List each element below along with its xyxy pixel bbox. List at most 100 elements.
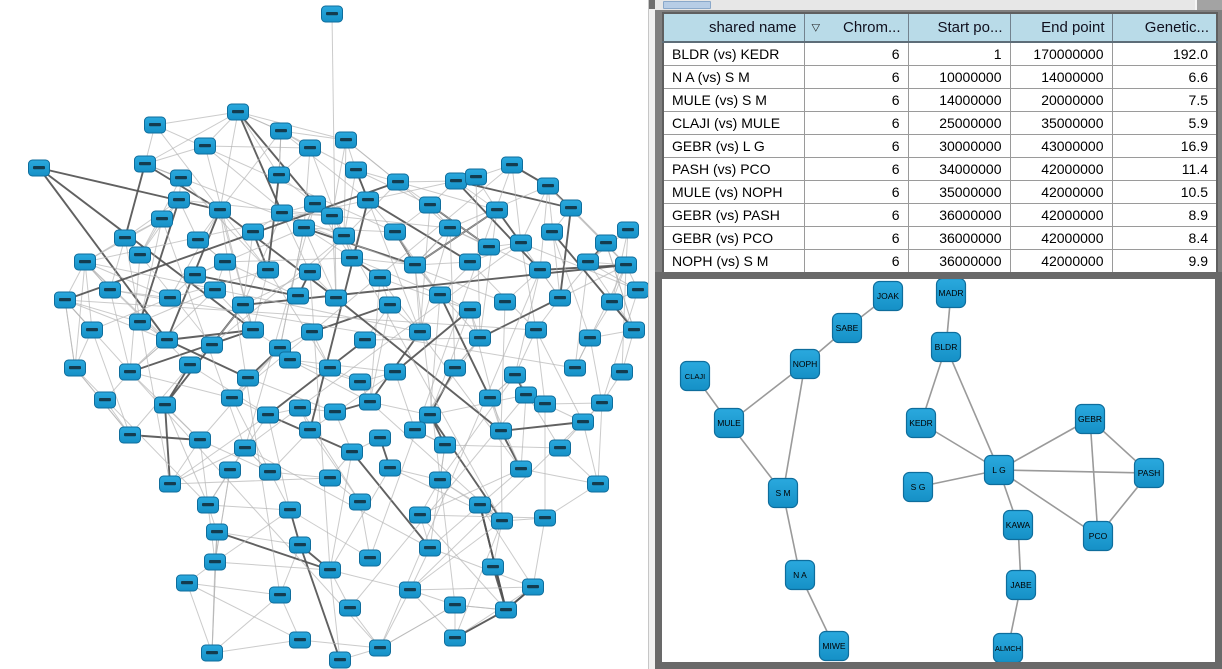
network-node[interactable]: [325, 289, 347, 307]
network-node[interactable]: [486, 201, 508, 219]
network-node[interactable]: [591, 394, 613, 412]
table-cell-genetic[interactable]: 11.4: [1111, 157, 1218, 181]
network-node[interactable]: [359, 393, 381, 411]
network-node[interactable]: [409, 506, 431, 524]
network-node[interactable]: [429, 471, 451, 489]
network-node[interactable]: [234, 439, 256, 457]
network-node[interactable]: [54, 291, 76, 309]
table-row[interactable]: BLDR (vs) KEDR 6 1 170000000 192.0: [662, 41, 1218, 66]
network-node[interactable]: [341, 443, 363, 461]
network-node[interactable]: [333, 227, 355, 245]
table-row[interactable]: CLAJI (vs) MULE 6 25000000 35000000 5.9: [662, 111, 1218, 135]
network-node[interactable]: [379, 459, 401, 477]
network-node[interactable]: [299, 139, 321, 157]
network-node[interactable]: [319, 561, 341, 579]
network-node[interactable]: [494, 293, 516, 311]
network-node[interactable]: [293, 219, 315, 237]
network-node[interactable]: [459, 301, 481, 319]
network-node[interactable]: [525, 321, 547, 339]
network-node[interactable]: [287, 287, 309, 305]
column-header-end_point[interactable]: End point: [1009, 12, 1113, 43]
network-node[interactable]: [534, 509, 556, 527]
table-cell-shared_name[interactable]: PASH (vs) PCO: [662, 157, 805, 181]
network-node[interactable]: [321, 207, 343, 225]
network-node[interactable]: [465, 168, 487, 186]
network-node-SABE[interactable]: SABE: [831, 312, 863, 344]
network-node-NA[interactable]: N A: [784, 559, 816, 591]
network-node[interactable]: [541, 223, 563, 241]
table-cell-chromosome[interactable]: 6: [803, 65, 909, 89]
network-node-BLDR[interactable]: BLDR: [930, 331, 962, 363]
table-row[interactable]: MULE (vs) S M 6 14000000 20000000 7.5: [662, 88, 1218, 112]
sub-network-canvas[interactable]: JOAK MADR SABE BLDR NOPH CLAJI MULE KEDR GEBR L G…: [662, 279, 1215, 662]
network-node[interactable]: [627, 281, 649, 299]
network-node[interactable]: [271, 204, 293, 222]
network-node[interactable]: [301, 323, 323, 341]
network-node-LG[interactable]: L G: [983, 454, 1015, 486]
table-cell-end_point[interactable]: 14000000: [1009, 65, 1113, 89]
network-node[interactable]: [349, 373, 371, 391]
network-node[interactable]: [99, 281, 121, 299]
table-cell-chromosome[interactable]: 6: [803, 88, 909, 112]
network-node[interactable]: [74, 253, 96, 271]
table-cell-genetic[interactable]: 6.6: [1111, 65, 1218, 89]
table-cell-end_point[interactable]: 42000000: [1009, 157, 1113, 181]
network-node[interactable]: [119, 426, 141, 444]
network-node[interactable]: [549, 439, 571, 457]
network-node[interactable]: [354, 331, 376, 349]
network-node[interactable]: [201, 336, 223, 354]
table-cell-genetic[interactable]: 5.9: [1111, 111, 1218, 135]
network-node[interactable]: [564, 359, 586, 377]
table-cell-genetic[interactable]: 8.4: [1111, 226, 1218, 250]
network-node[interactable]: [324, 403, 346, 421]
network-node-MIWE[interactable]: MIWE: [818, 630, 850, 662]
network-node[interactable]: [384, 363, 406, 381]
network-node[interactable]: [114, 229, 136, 247]
network-node-GEBR[interactable]: GEBR: [1074, 403, 1106, 435]
table-cell-start_position[interactable]: 36000000: [907, 203, 1011, 227]
network-node-ALMCH[interactable]: ALMCH: [992, 632, 1024, 663]
network-node[interactable]: [206, 523, 228, 541]
network-node-CLAJI[interactable]: CLAJI: [679, 360, 711, 392]
table-cell-start_position[interactable]: 25000000: [907, 111, 1011, 135]
network-node[interactable]: [341, 249, 363, 267]
network-node[interactable]: [444, 359, 466, 377]
table-cell-start_position[interactable]: 36000000: [907, 249, 1011, 274]
network-node[interactable]: [587, 475, 609, 493]
network-node[interactable]: [434, 436, 456, 454]
table-row[interactable]: NOPH (vs) S M 6 36000000 42000000 9.9: [662, 249, 1218, 274]
network-node[interactable]: [444, 596, 466, 614]
table-cell-chromosome[interactable]: 6: [803, 157, 909, 181]
network-node-MADR[interactable]: MADR: [935, 279, 967, 309]
network-node[interactable]: [439, 219, 461, 237]
network-node[interactable]: [168, 191, 190, 209]
network-node[interactable]: [479, 389, 501, 407]
network-node[interactable]: [369, 639, 391, 657]
table-cell-start_position[interactable]: 30000000: [907, 134, 1011, 158]
network-node[interactable]: [204, 553, 226, 571]
network-node[interactable]: [151, 210, 173, 228]
table-cell-genetic[interactable]: 9.9: [1111, 249, 1218, 274]
network-node[interactable]: [419, 539, 441, 557]
table-cell-end_point[interactable]: 42000000: [1009, 226, 1113, 250]
table-cell-shared_name[interactable]: MULE (vs) NOPH: [662, 180, 805, 204]
network-node[interactable]: [617, 221, 639, 239]
network-node[interactable]: [419, 406, 441, 424]
network-node[interactable]: [399, 581, 421, 599]
network-node[interactable]: [299, 263, 321, 281]
network-node[interactable]: [515, 386, 537, 404]
network-node[interactable]: [134, 155, 156, 173]
network-node[interactable]: [445, 172, 467, 190]
network-node[interactable]: [64, 359, 86, 377]
network-node[interactable]: [384, 223, 406, 241]
network-node[interactable]: [369, 429, 391, 447]
network-node-PCO[interactable]: PCO: [1082, 520, 1114, 552]
network-node-KAWA[interactable]: KAWA: [1002, 509, 1034, 541]
table-cell-chromosome[interactable]: 6: [803, 249, 909, 274]
network-node[interactable]: [379, 296, 401, 314]
table-cell-end_point[interactable]: 42000000: [1009, 249, 1113, 274]
filter-funnel-icon[interactable]: ▽: [811, 22, 820, 34]
network-node[interactable]: [257, 261, 279, 279]
network-node[interactable]: [270, 122, 292, 140]
network-node-MULE[interactable]: MULE: [713, 407, 745, 439]
